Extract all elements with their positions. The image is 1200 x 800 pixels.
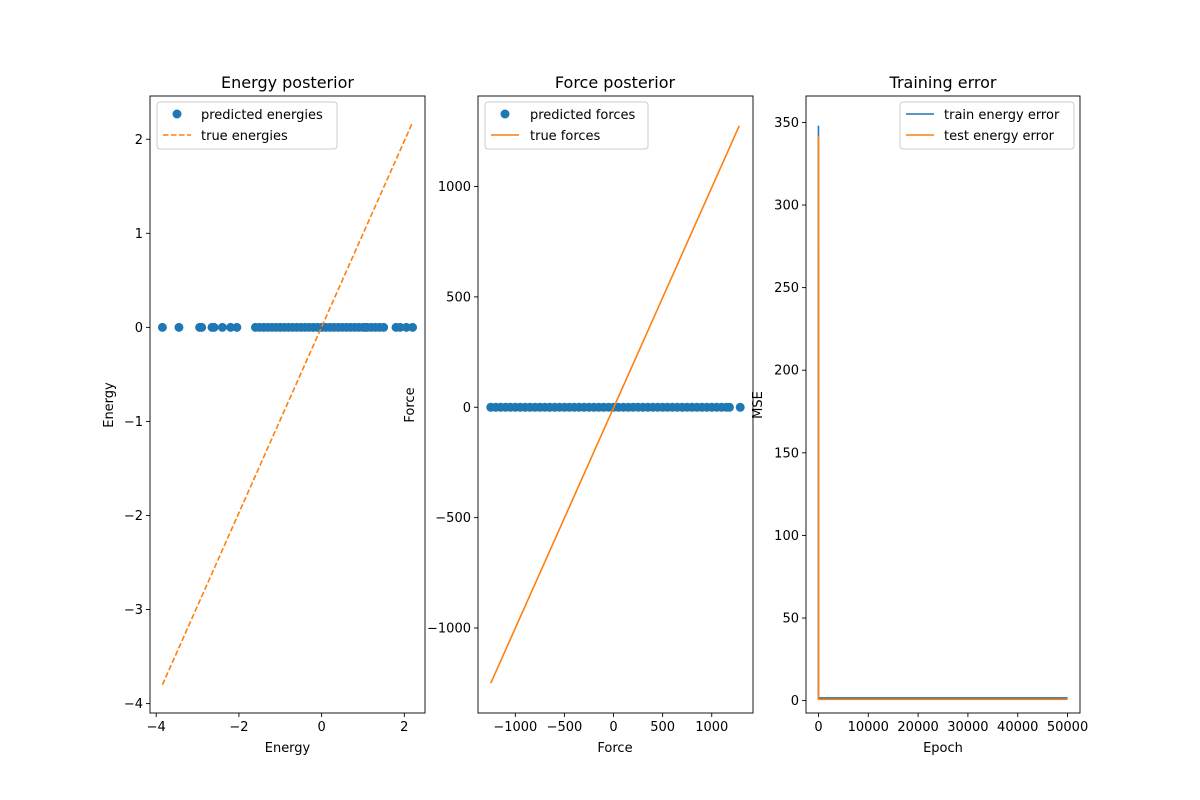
x-tick-label-1: −500: [547, 720, 583, 735]
x-tick-label-3: 500: [650, 720, 675, 735]
axes-frame: [805, 95, 1081, 714]
y-tick-label-0: −1000: [427, 622, 471, 637]
x-tick-label-3: 30000: [947, 720, 988, 735]
legend-label-train-energy-error: train energy error: [944, 108, 1060, 123]
data-point-0-49: [724, 402, 734, 412]
y-tick-label-1: 50: [782, 612, 799, 627]
panel1-xlabel: Energy: [265, 741, 311, 756]
y-tick-label-4: 1000: [438, 180, 471, 195]
legend-frame: [899, 101, 1075, 150]
y-tick-label-4: 0: [135, 321, 143, 336]
data-point-0-5: [209, 322, 219, 332]
data-point-0-7: [226, 322, 236, 332]
x-tick-label-1: −2: [229, 720, 248, 735]
x-tick-label-0: −1000: [493, 720, 537, 735]
series-line-1: [817, 135, 1068, 701]
legend-label-predicted-energies: predicted energies: [201, 108, 323, 123]
panel3-title: Training error: [889, 73, 997, 92]
y-tick-label-1: −3: [124, 603, 143, 618]
panel3-ylabel: MSE: [751, 391, 766, 419]
legend-label-true-energies: true energies: [201, 129, 288, 144]
y-tick-label-3: 500: [446, 290, 471, 305]
legend-frame: [156, 101, 338, 150]
legend-label-true-forces: true forces: [530, 129, 601, 144]
panel2-plot-area: −1000 −500 0 500 1000 −1000 −500 0 500 1000: [427, 95, 754, 735]
legend-frame: [484, 101, 649, 150]
panel-training-error: Training error 0 10000 20000 30000 40000 5000…: [751, 73, 1088, 756]
data-point-0-45: [408, 322, 418, 332]
panel3-xlabel: Epoch: [923, 741, 963, 756]
y-tick-label-2: −2: [124, 509, 143, 524]
panel-force-posterior: Force posterior −1000 −500 0 500 1000 −1000 −5…: [403, 73, 754, 756]
data-point-0-50: [735, 402, 745, 412]
data-point-0-43: [395, 322, 405, 332]
x-tick-label-0: −4: [147, 720, 166, 735]
data-point-0-0: [157, 322, 167, 332]
data-point-0-1: [174, 322, 184, 332]
y-tick-label-0: 0: [791, 694, 799, 709]
series-line-1: [161, 122, 414, 686]
y-tick-label-1: −500: [435, 511, 471, 526]
y-tick-label-2: 0: [463, 401, 471, 416]
y-tick-label-5: 250: [774, 281, 799, 296]
x-tick-label-2: 20000: [897, 720, 938, 735]
panel2-title: Force posterior: [555, 73, 676, 92]
x-tick-label-3: 2: [400, 720, 408, 735]
y-tick-label-6: 300: [774, 199, 799, 214]
legend-label-predicted-forces: predicted forces: [530, 108, 636, 123]
panel2-xlabel: Force: [597, 741, 632, 756]
x-tick-label-2: 0: [609, 720, 617, 735]
x-tick-label-4: 1000: [695, 720, 728, 735]
panel2-ylabel: Force: [403, 387, 418, 422]
panel2-legend: predicted forces true forces: [484, 101, 649, 150]
y-tick-label-7: 350: [774, 116, 799, 131]
series-line-1: [490, 125, 740, 684]
panel3-legend: train energy error test energy error: [899, 101, 1075, 150]
y-tick-label-3: −1: [124, 415, 143, 430]
axes-frame: [149, 95, 426, 714]
panel-energy-posterior: Energy posterior −4 −2 0 2 −4 −3 −2 −1 0 1 2 Energ…: [102, 73, 426, 756]
panel1-title: Energy posterior: [221, 73, 354, 92]
legend-label-test-energy-error: test energy error: [944, 129, 1055, 144]
y-tick-label-0: −4: [124, 697, 143, 712]
panel1-plot-area: −4 −2 0 2 −4 −3 −2 −1 0 1 2: [124, 95, 426, 735]
legend-marker-predicted-energies: [172, 109, 182, 119]
panel3-plot-area: 0 10000 20000 30000 40000 50000 0 50 100 150 200 25…: [774, 95, 1088, 735]
legend-marker-predicted-forces: [500, 109, 510, 119]
data-point-0-41: [379, 322, 389, 332]
y-tick-label-2: 100: [774, 529, 799, 544]
data-point-0-44: [401, 322, 411, 332]
data-point-0-8: [232, 322, 242, 332]
y-tick-label-4: 200: [774, 364, 799, 379]
data-point-0-6: [217, 322, 227, 332]
x-tick-label-2: 0: [317, 720, 325, 735]
y-tick-label-6: 2: [135, 133, 143, 148]
panel1-legend: predicted energies true energies: [156, 101, 338, 150]
data-point-0-3: [197, 322, 207, 332]
panel1-ylabel: Energy: [102, 382, 117, 428]
x-tick-label-5: 50000: [1047, 720, 1088, 735]
x-tick-label-1: 10000: [848, 720, 889, 735]
y-tick-label-5: 1: [135, 227, 143, 242]
x-tick-label-4: 40000: [997, 720, 1038, 735]
y-tick-label-3: 150: [774, 446, 799, 461]
axes-frame: [477, 95, 754, 714]
x-tick-label-0: 0: [814, 720, 822, 735]
